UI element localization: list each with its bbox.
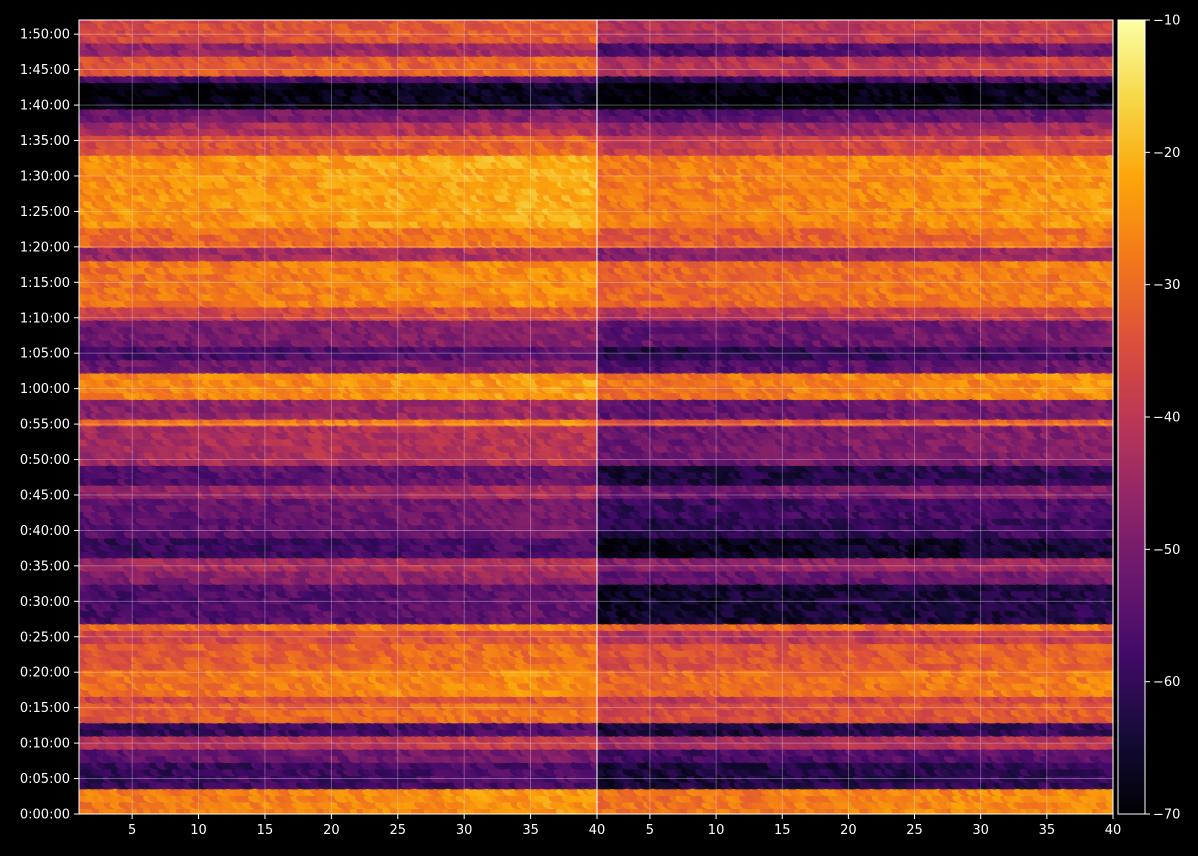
heatmap-panel-1 <box>79 20 597 814</box>
